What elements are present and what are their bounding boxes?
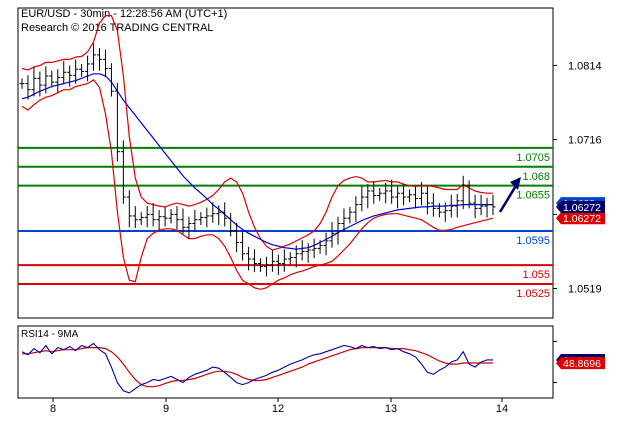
level-label: 1.0655: [516, 190, 550, 202]
price-badge-label: 1.06272: [563, 213, 601, 225]
x-tick-label: 8: [50, 403, 56, 415]
x-tick-label: 13: [385, 403, 397, 415]
price-panel-frame: [17, 7, 554, 319]
copyright-notice: Research © 2016 TRADING CENTRAL: [21, 22, 214, 34]
rsi-badge: 48.8696: [556, 357, 605, 370]
rsi-panel-frame: [17, 325, 554, 399]
level-label: 1.068: [522, 171, 550, 183]
level-label: 1.0595: [516, 235, 550, 247]
rsi-panel[interactable]: RSI14 - 9MA51.992148.8696: [17, 325, 605, 399]
level-label: 1.0705: [516, 152, 550, 164]
x-tick-label: 12: [272, 403, 284, 415]
level-label: 1.055: [522, 269, 550, 281]
price-badge: 1.06272: [556, 212, 605, 225]
chart-title: EUR/USD - 30min - 12:28:56 AM (UTC+1): [21, 8, 228, 20]
y-tick-label: 1.0519: [568, 284, 602, 296]
price-badge-label: 1.06272: [563, 202, 601, 214]
bollinger-lower-line[interactable]: [21, 79, 494, 290]
price-bars: [19, 43, 496, 277]
forecast-arrow-head: [510, 177, 521, 190]
level-label: 1.0525: [516, 288, 550, 300]
bollinger-upper-line[interactable]: [21, 15, 493, 251]
x-axis: 8 9 12 13 14: [50, 398, 508, 415]
price-badge-bg: [556, 212, 605, 225]
rsi-badge-bg: [556, 357, 605, 370]
price-badge-bg: [556, 200, 605, 213]
rsi-badge-label: 48.8696: [563, 358, 601, 370]
rsi-title: RSI14 - 9MA: [21, 329, 79, 340]
y-tick-label: 1.0814: [568, 60, 602, 72]
moving-average-line[interactable]: [21, 73, 493, 250]
price-panel[interactable]: 1.08141.07161.06171.05191.07051.0681.065…: [17, 7, 605, 319]
rsi-ma-line[interactable]: [22, 347, 493, 388]
x-tick-label: 9: [163, 403, 169, 415]
forecast-arrow-line: [498, 183, 519, 213]
y-tick-label: 1.0716: [568, 135, 602, 147]
price-badge: 1.06272: [556, 200, 605, 214]
x-tick-label: 14: [496, 403, 508, 415]
rsi-line[interactable]: [21, 342, 493, 394]
